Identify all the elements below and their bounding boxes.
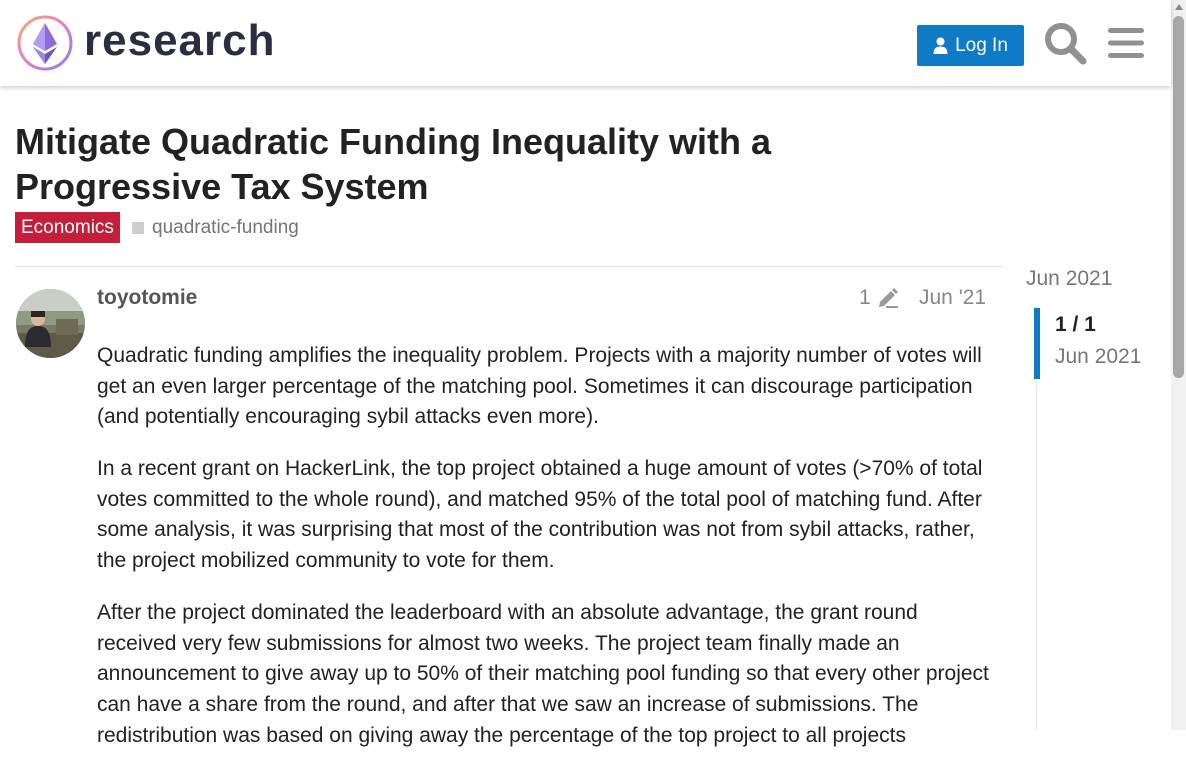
log-in-button[interactable]: Log In [917, 25, 1024, 66]
timeline-position: 1 / 1 [1055, 313, 1096, 336]
edit-count: 1 [859, 286, 871, 309]
logo-text: research [84, 16, 276, 65]
topic-tag[interactable]: quadratic-funding [132, 212, 299, 243]
edit-history-button[interactable]: 1 [859, 286, 899, 310]
tag-label: quadratic-funding [152, 216, 299, 238]
hamburger-menu-icon[interactable] [1106, 22, 1146, 64]
timeline-handle[interactable] [1034, 308, 1040, 379]
post-paragraph: After the project dominated the leaderbo… [97, 601, 989, 747]
tag-square-icon [132, 221, 144, 234]
search-icon[interactable] [1042, 20, 1088, 66]
post-divider [15, 266, 1003, 267]
pencil-icon [878, 288, 898, 308]
post-paragraph: Quadratic funding amplifies the inequali… [97, 344, 982, 429]
topic-title[interactable]: Mitigate Quadratic Funding Inequality wi… [15, 121, 772, 207]
post-body: Quadratic funding amplifies the inequali… [97, 341, 992, 773]
category-badge[interactable]: Economics [15, 212, 120, 243]
avatar[interactable] [16, 289, 85, 358]
scrollbar-thumb[interactable] [1173, 16, 1184, 378]
timeline-start-date[interactable]: Jun 2021 [1026, 267, 1113, 290]
post-paragraph: In a recent grant on HackerLink, the top… [97, 457, 983, 573]
log-in-label: Log In [955, 34, 1008, 56]
user-icon [933, 37, 948, 54]
ethereum-logo-icon [17, 15, 73, 71]
page-scrollbar[interactable] [1171, 0, 1186, 730]
avatar-photo [16, 289, 85, 358]
site-logo[interactable]: research [16, 14, 275, 72]
scroll-up-arrow-icon[interactable] [1175, 4, 1183, 10]
post-date-link[interactable]: Jun '21 [919, 286, 987, 309]
timeline-rail[interactable] [1036, 305, 1037, 730]
username-link[interactable]: toyotomie [97, 286, 198, 309]
timeline-position-date: Jun 2021 [1055, 345, 1142, 368]
site-header: research Log In [0, 0, 1171, 86]
